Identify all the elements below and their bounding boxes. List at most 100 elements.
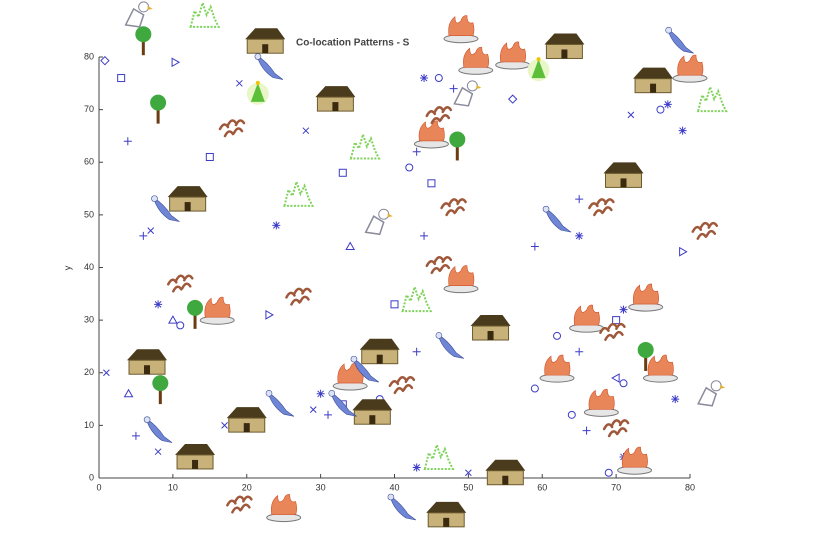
x-tick-label: 70	[611, 482, 621, 492]
point-bush	[423, 441, 455, 470]
leaf	[696, 232, 708, 240]
flame	[588, 388, 615, 410]
shape	[449, 84, 458, 93]
shape	[567, 410, 576, 419]
leaf	[604, 198, 615, 206]
point-fire	[458, 46, 494, 75]
leaf	[299, 295, 310, 303]
leaf	[242, 495, 253, 503]
bird-body	[330, 391, 357, 417]
trunk	[193, 312, 197, 329]
point-shrub	[167, 274, 194, 293]
point-circle	[405, 163, 414, 172]
point-triangle	[123, 388, 134, 398]
bird-head	[665, 26, 672, 34]
shape	[221, 422, 228, 429]
point-bush	[696, 83, 728, 113]
leaf	[707, 221, 719, 229]
leaf	[433, 256, 445, 264]
shape	[619, 305, 628, 314]
bird-body	[437, 333, 465, 359]
shape	[302, 127, 310, 135]
crown	[637, 341, 654, 358]
point-star	[663, 100, 672, 109]
leaf	[226, 119, 238, 127]
roof	[485, 459, 526, 471]
bird-head	[435, 332, 443, 339]
eagle-beak	[720, 384, 726, 389]
point-plus	[412, 347, 421, 356]
point-star	[575, 231, 584, 240]
point-fire	[617, 446, 653, 475]
point-fire	[628, 283, 664, 312]
bird-body	[544, 207, 572, 233]
point-circle	[619, 379, 628, 388]
leaf	[301, 287, 312, 295]
shape	[420, 74, 429, 83]
point-house	[470, 315, 511, 341]
leaf	[439, 114, 451, 122]
point-circle	[604, 468, 613, 477]
leaf	[240, 503, 251, 511]
shape	[427, 179, 436, 188]
x-tick-label: 10	[168, 482, 178, 492]
flame	[204, 296, 231, 318]
point-fire	[443, 15, 479, 44]
shape	[604, 468, 613, 477]
point-house	[633, 67, 674, 94]
shape	[627, 111, 635, 119]
door	[192, 459, 199, 469]
leaf	[439, 264, 451, 272]
shape	[575, 347, 584, 356]
shape	[390, 300, 399, 309]
eagle-beak	[387, 213, 393, 218]
shape	[465, 469, 472, 477]
shape	[265, 310, 274, 320]
shape	[338, 168, 347, 177]
pine-body	[531, 59, 546, 79]
roof	[245, 28, 286, 40]
flame	[647, 354, 674, 376]
shape	[507, 94, 518, 104]
leaf	[396, 376, 408, 384]
y-tick-label: 10	[84, 420, 94, 430]
shape	[619, 379, 628, 388]
door	[262, 44, 269, 54]
roof	[603, 162, 644, 174]
leaf	[610, 419, 622, 427]
leaf	[599, 326, 610, 334]
point-bird	[435, 332, 465, 359]
point-circle	[176, 321, 185, 330]
flame	[418, 120, 445, 142]
point-bird	[151, 195, 180, 222]
shape	[656, 105, 665, 114]
flame	[573, 304, 600, 326]
roof	[226, 407, 267, 419]
point-circle	[553, 331, 562, 340]
point-house	[315, 86, 356, 112]
point-bird	[254, 53, 284, 80]
point-x	[221, 422, 228, 429]
point-circle	[656, 105, 665, 114]
roof	[544, 33, 585, 45]
point-tree	[637, 341, 654, 371]
point-house	[127, 349, 168, 375]
point-fire	[569, 304, 605, 333]
y-tick-label: 60	[84, 157, 94, 167]
leaf	[433, 106, 445, 114]
point-house	[245, 28, 286, 54]
shape	[575, 231, 584, 240]
point-plus	[449, 84, 458, 93]
shape	[236, 79, 243, 87]
leaf	[430, 267, 442, 275]
eagle-head	[138, 1, 150, 13]
point-eagle	[453, 80, 482, 107]
shape	[123, 388, 134, 398]
eagle-beak	[476, 84, 482, 89]
point-square	[338, 168, 347, 177]
shape	[316, 389, 325, 398]
shape	[103, 369, 110, 377]
leaf	[602, 206, 613, 214]
bird-body	[145, 417, 173, 443]
